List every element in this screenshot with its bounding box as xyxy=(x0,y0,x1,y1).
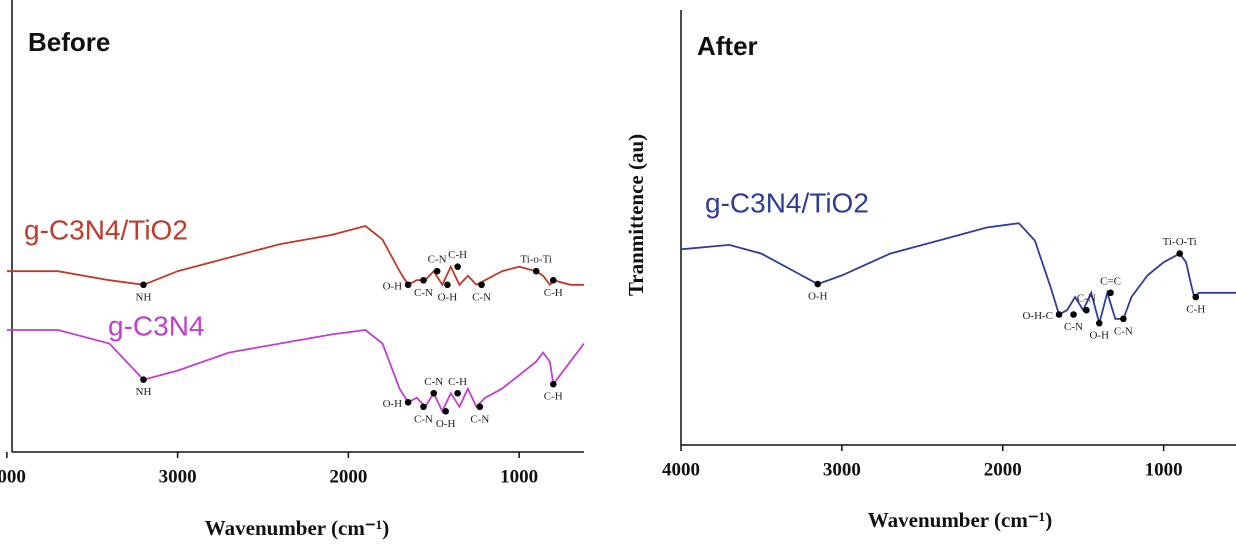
x-axis-label: Wavenumber (cm⁻¹) xyxy=(868,508,1052,532)
x-tick-label: 1000 xyxy=(1145,459,1183,480)
x-tick-label: 3000 xyxy=(823,459,861,480)
peak-label: O-H xyxy=(808,291,828,303)
peak-label: O-H xyxy=(438,291,458,303)
peak-marker xyxy=(420,276,427,284)
y-axis-label: Tranmittence (au) xyxy=(624,134,648,296)
series-label: g-C3N4/TiO2 xyxy=(705,187,869,218)
peak-marker xyxy=(1176,250,1183,257)
peak-marker xyxy=(1107,289,1114,297)
peak-marker xyxy=(404,281,412,289)
peak-label: C-H xyxy=(448,249,467,261)
peak-marker xyxy=(478,281,485,289)
peak-marker xyxy=(454,389,461,397)
peak-label: C-H xyxy=(1186,304,1205,316)
peak-marker xyxy=(1070,311,1077,318)
peak-label: NH xyxy=(136,386,152,398)
peak-marker xyxy=(140,281,147,289)
peak-label: C-H xyxy=(544,391,563,403)
peak-marker xyxy=(814,280,822,288)
chart-title: Before xyxy=(28,27,110,57)
peak-label: C-H xyxy=(448,376,467,388)
x-axis-label: Wavenumber (cm⁻¹) xyxy=(205,516,389,540)
x-tick-label: 1000 xyxy=(500,466,538,487)
peak-marker xyxy=(442,408,449,415)
peak-label: O-H xyxy=(383,398,403,410)
x-tick-label: 4000 xyxy=(662,459,700,480)
peak-label: C-N xyxy=(472,291,491,303)
peak-label: C-N xyxy=(470,413,489,425)
peak-marker xyxy=(140,376,147,383)
peak-marker xyxy=(549,380,557,388)
peak-marker xyxy=(404,398,412,406)
peak-marker xyxy=(1192,293,1200,301)
line xyxy=(680,222,1236,327)
peak-label: Ti-o-Ti xyxy=(520,254,552,266)
x-tick-label: 2000 xyxy=(984,459,1022,480)
chart-title: After xyxy=(697,31,758,61)
peak-marker xyxy=(444,281,451,289)
x-tick-label: 2000 xyxy=(329,466,367,487)
series-label: g-C3N4/TiO2 xyxy=(24,214,188,245)
peak-label: C-H xyxy=(544,287,563,299)
peak-marker xyxy=(532,267,540,275)
peak-label: NH xyxy=(136,291,152,303)
peak-marker xyxy=(420,403,427,411)
peak-label: O-H xyxy=(1089,330,1109,342)
peak-marker xyxy=(1055,311,1063,318)
peak-label: Ti-O-Ti xyxy=(1163,236,1197,248)
peak-marker xyxy=(430,389,438,397)
peak-label: C-N xyxy=(424,376,443,388)
peak-marker xyxy=(1083,306,1090,314)
peak-marker xyxy=(454,263,461,270)
peak-label: C-N xyxy=(1077,293,1096,305)
line xyxy=(6,329,585,414)
peak-marker xyxy=(433,267,441,275)
peak-label: C-N xyxy=(1114,325,1133,337)
peak-marker xyxy=(549,276,557,284)
peak-label: O-H-C xyxy=(1022,310,1053,322)
peak-label: O-H xyxy=(383,280,403,292)
peak-marker xyxy=(476,403,484,411)
peak-label: O-H xyxy=(436,418,456,430)
peak-label: C=C xyxy=(1100,275,1121,287)
peak-label: C-N xyxy=(414,287,433,299)
peak-marker xyxy=(1095,319,1103,327)
x-tick-label: 4000 xyxy=(0,466,26,487)
peak-label: C-N xyxy=(1064,321,1083,333)
peak-label: C-N xyxy=(428,254,447,266)
peak-marker xyxy=(1120,315,1127,323)
series-label: g-C3N4 xyxy=(108,310,204,341)
peak-label: C-N xyxy=(414,413,433,425)
x-tick-label: 3000 xyxy=(159,466,197,487)
